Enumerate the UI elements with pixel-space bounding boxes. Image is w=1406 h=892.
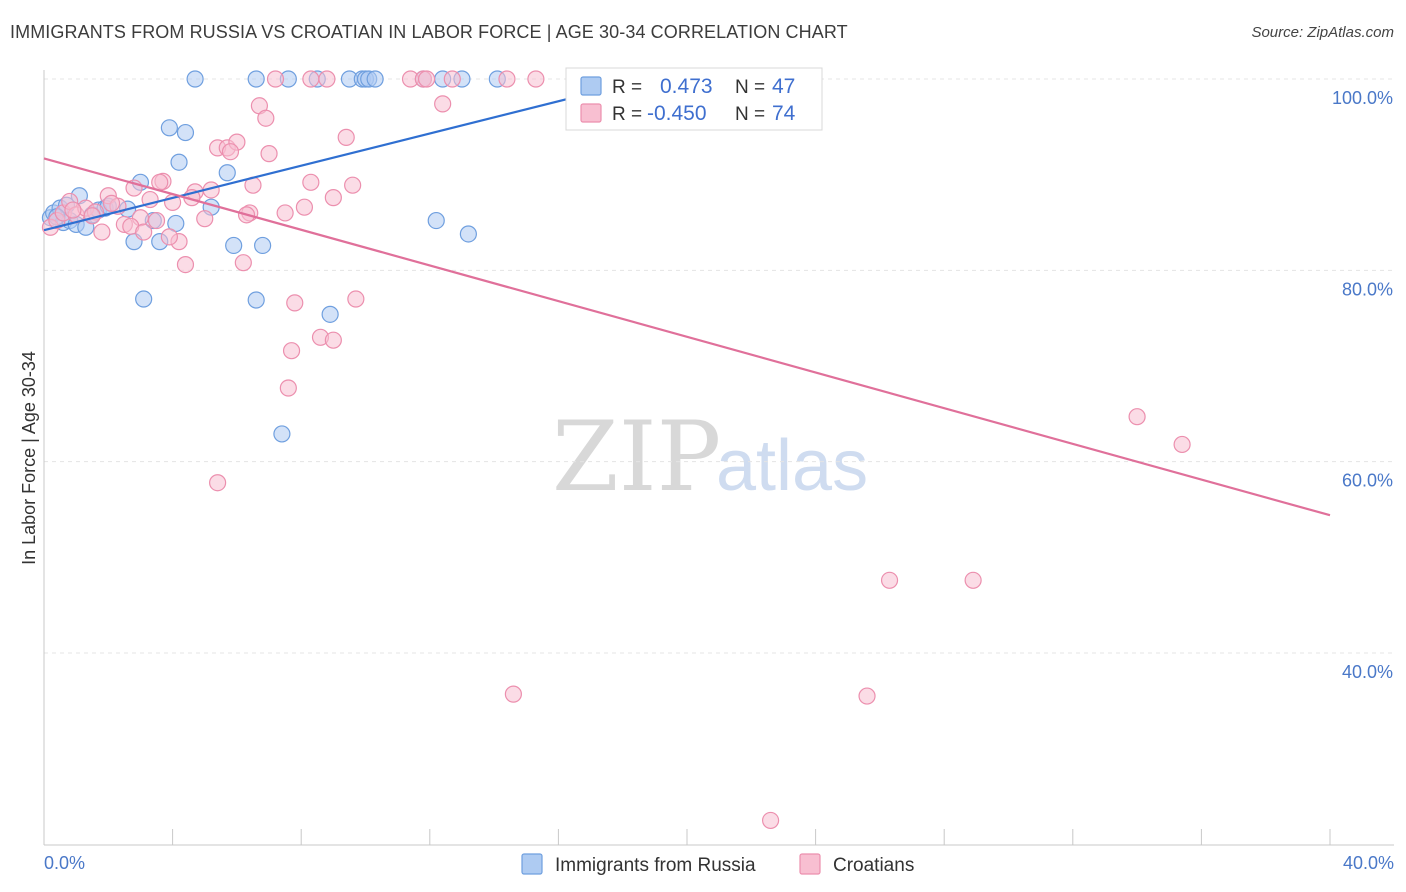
- watermark: ZIP atlas: [552, 401, 868, 513]
- croatia-point: [302, 70, 320, 88]
- croatia-point: [93, 223, 111, 241]
- legend-frame: [565, 67, 823, 131]
- legend-r-label-russia: R =: [612, 77, 642, 98]
- croatia-point: [324, 331, 342, 349]
- russia-point: [170, 153, 188, 171]
- croatia-point: [257, 109, 275, 127]
- y-axis-tick-labels: 40.0% 60.0% 80.0% 100.0%: [1332, 88, 1393, 682]
- legend-swatch-russia: [580, 76, 602, 96]
- croatia-point: [347, 290, 365, 308]
- source-credit: Source: ZipAtlas.com: [1251, 24, 1394, 41]
- croatia-point: [234, 254, 252, 272]
- bottom-legend-swatch-croatia: [799, 853, 821, 875]
- croatia-point: [434, 95, 452, 113]
- series-russia-points: [41, 70, 641, 443]
- croatia-point: [527, 70, 545, 88]
- russia-point: [427, 211, 445, 230]
- x-axis-ticks: [172, 829, 1331, 845]
- croatia-point: [260, 145, 278, 163]
- croatia-point: [295, 198, 314, 216]
- x-tick-label-max: 40.0%: [1343, 853, 1394, 873]
- legend-n-label-russia: N =: [735, 77, 765, 98]
- russia-point: [247, 291, 265, 309]
- croatia-point: [302, 173, 320, 191]
- russia-point: [366, 70, 384, 88]
- croatia-point: [1128, 408, 1146, 426]
- legend-swatch-croatia: [580, 103, 602, 123]
- croatia-point: [147, 211, 166, 230]
- legend-n-value-russia: 47: [772, 75, 795, 98]
- legend-r-value-croatia: -0.450: [647, 102, 707, 125]
- croatia-point: [209, 474, 227, 492]
- croatia-point: [318, 70, 336, 88]
- legend-box: R = 0.473 N = 47 R = -0.450 N = 74: [565, 67, 823, 131]
- croatia-point: [221, 143, 240, 161]
- croatia-point: [417, 70, 436, 88]
- croatia-point: [282, 342, 301, 360]
- croatia-point: [880, 571, 899, 589]
- bottom-legend-label-croatia: Croatians: [833, 855, 914, 876]
- croatia-point: [160, 228, 178, 246]
- watermark-atlas: atlas: [716, 426, 868, 506]
- russia-point: [160, 119, 178, 137]
- legend-r-value-russia: 0.473: [660, 75, 713, 98]
- croatia-point: [964, 571, 982, 589]
- russia-point: [321, 305, 339, 323]
- y-tick-label: 40.0%: [1342, 662, 1393, 682]
- croatia-point: [498, 70, 516, 88]
- chart-title: IMMIGRANTS FROM RUSSIA VS CROATIAN IN LA…: [10, 22, 848, 42]
- series-croatia-points: [41, 70, 1191, 830]
- croatia-point: [286, 294, 304, 312]
- russia-point: [218, 164, 236, 182]
- croatia-point: [504, 685, 522, 703]
- trend-line-croatia: [43, 157, 1331, 517]
- croatia-point: [279, 379, 297, 397]
- russia-point: [273, 425, 291, 443]
- croatia-point: [196, 210, 214, 228]
- croatia-point: [337, 128, 355, 146]
- bottom-legend: Immigrants from Russia Croatians: [521, 853, 914, 876]
- croatia-point: [1173, 435, 1191, 454]
- croatia-point: [858, 687, 876, 705]
- bottom-legend-label-russia: Immigrants from Russia: [555, 855, 756, 876]
- croatia-point: [344, 176, 362, 194]
- croatia-point: [761, 811, 780, 830]
- russia-point: [254, 236, 272, 255]
- croatia-point: [276, 204, 294, 222]
- croatia-point: [135, 223, 153, 241]
- croatia-point: [102, 194, 121, 212]
- russia-point: [135, 290, 153, 308]
- y-tick-label: 60.0%: [1342, 471, 1393, 491]
- russia-point: [176, 123, 195, 142]
- trend-line-russia: [43, 76, 656, 232]
- legend-n-value-croatia: 74: [772, 102, 796, 125]
- y-tick-label: 100.0%: [1332, 88, 1393, 108]
- y-axis-label: In Labor Force | Age 30-34: [19, 351, 39, 565]
- croatia-point: [64, 201, 82, 219]
- croatia-point: [176, 255, 195, 274]
- russia-point: [225, 236, 243, 255]
- x-tick-label-min: 0.0%: [44, 853, 85, 873]
- russia-point: [247, 70, 265, 88]
- russia-point: [186, 70, 204, 88]
- y-tick-label: 80.0%: [1342, 279, 1393, 299]
- trend-lines: [43, 76, 1331, 517]
- legend-n-label-croatia: N =: [735, 104, 765, 125]
- croatia-point: [324, 189, 342, 207]
- bottom-legend-swatch-russia: [521, 853, 543, 875]
- croatia-point: [443, 70, 461, 88]
- russia-point: [459, 225, 477, 243]
- gridlines: [44, 78, 1394, 654]
- croatia-point: [266, 70, 285, 88]
- legend-r-label-croatia: R =: [612, 104, 642, 125]
- watermark-zip: ZIP: [552, 401, 721, 513]
